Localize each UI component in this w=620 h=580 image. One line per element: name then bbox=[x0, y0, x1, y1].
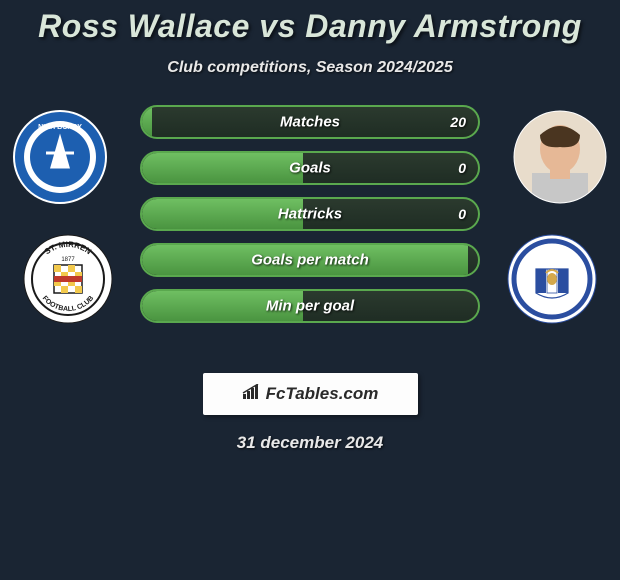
stat-label: Min per goal bbox=[266, 298, 354, 315]
stat-bar-fill bbox=[142, 153, 303, 183]
stat-label: Goals per match bbox=[251, 252, 369, 269]
stat-right-value: 0 bbox=[458, 160, 466, 176]
stat-right-value: 0 bbox=[458, 206, 466, 222]
comparison-panel: ΝΙΚΗ ΒΟΛΟΥ bbox=[0, 105, 620, 365]
player-photo-right bbox=[512, 109, 608, 205]
subtitle: Club competitions, Season 2024/2025 bbox=[0, 59, 620, 77]
stat-bar-goals: Goals 0 bbox=[140, 151, 480, 185]
page-title: Ross Wallace vs Danny Armstrong bbox=[0, 0, 620, 45]
chart-icon bbox=[242, 384, 262, 405]
stat-bar-matches: Matches 20 bbox=[140, 105, 480, 139]
stat-bar-min-per-goal: Min per goal bbox=[140, 289, 480, 323]
club-badge-right-2: CONFIDEMUS KILMARNOCK F.C. bbox=[506, 233, 598, 325]
stat-bar-hattricks: Hattricks 0 bbox=[140, 197, 480, 231]
stat-right-value: 20 bbox=[450, 114, 466, 130]
stat-label: Matches bbox=[280, 114, 340, 131]
club-badge-left-1: ΝΙΚΗ ΒΟΛΟΥ bbox=[12, 109, 108, 205]
attribution-text: FcTables.com bbox=[266, 384, 379, 404]
club-badge-left-2: ST. MIRREN FOOTBALL CLUB 1877 bbox=[22, 233, 114, 325]
svg-text:1877: 1877 bbox=[61, 257, 75, 263]
stat-bar-goals-per-match: Goals per match bbox=[140, 243, 480, 277]
svg-text:ΝΙΚΗ ΒΟΛΟΥ: ΝΙΚΗ ΒΟΛΟΥ bbox=[38, 124, 82, 131]
stat-label: Hattricks bbox=[278, 206, 342, 223]
attribution-box: FcTables.com bbox=[203, 373, 418, 415]
date-label: 31 december 2024 bbox=[0, 433, 620, 453]
stat-bar-fill bbox=[142, 107, 152, 137]
stat-bars: Matches 20 Goals 0 Hattricks 0 Goals per… bbox=[140, 105, 480, 335]
stat-label: Goals bbox=[289, 160, 331, 177]
